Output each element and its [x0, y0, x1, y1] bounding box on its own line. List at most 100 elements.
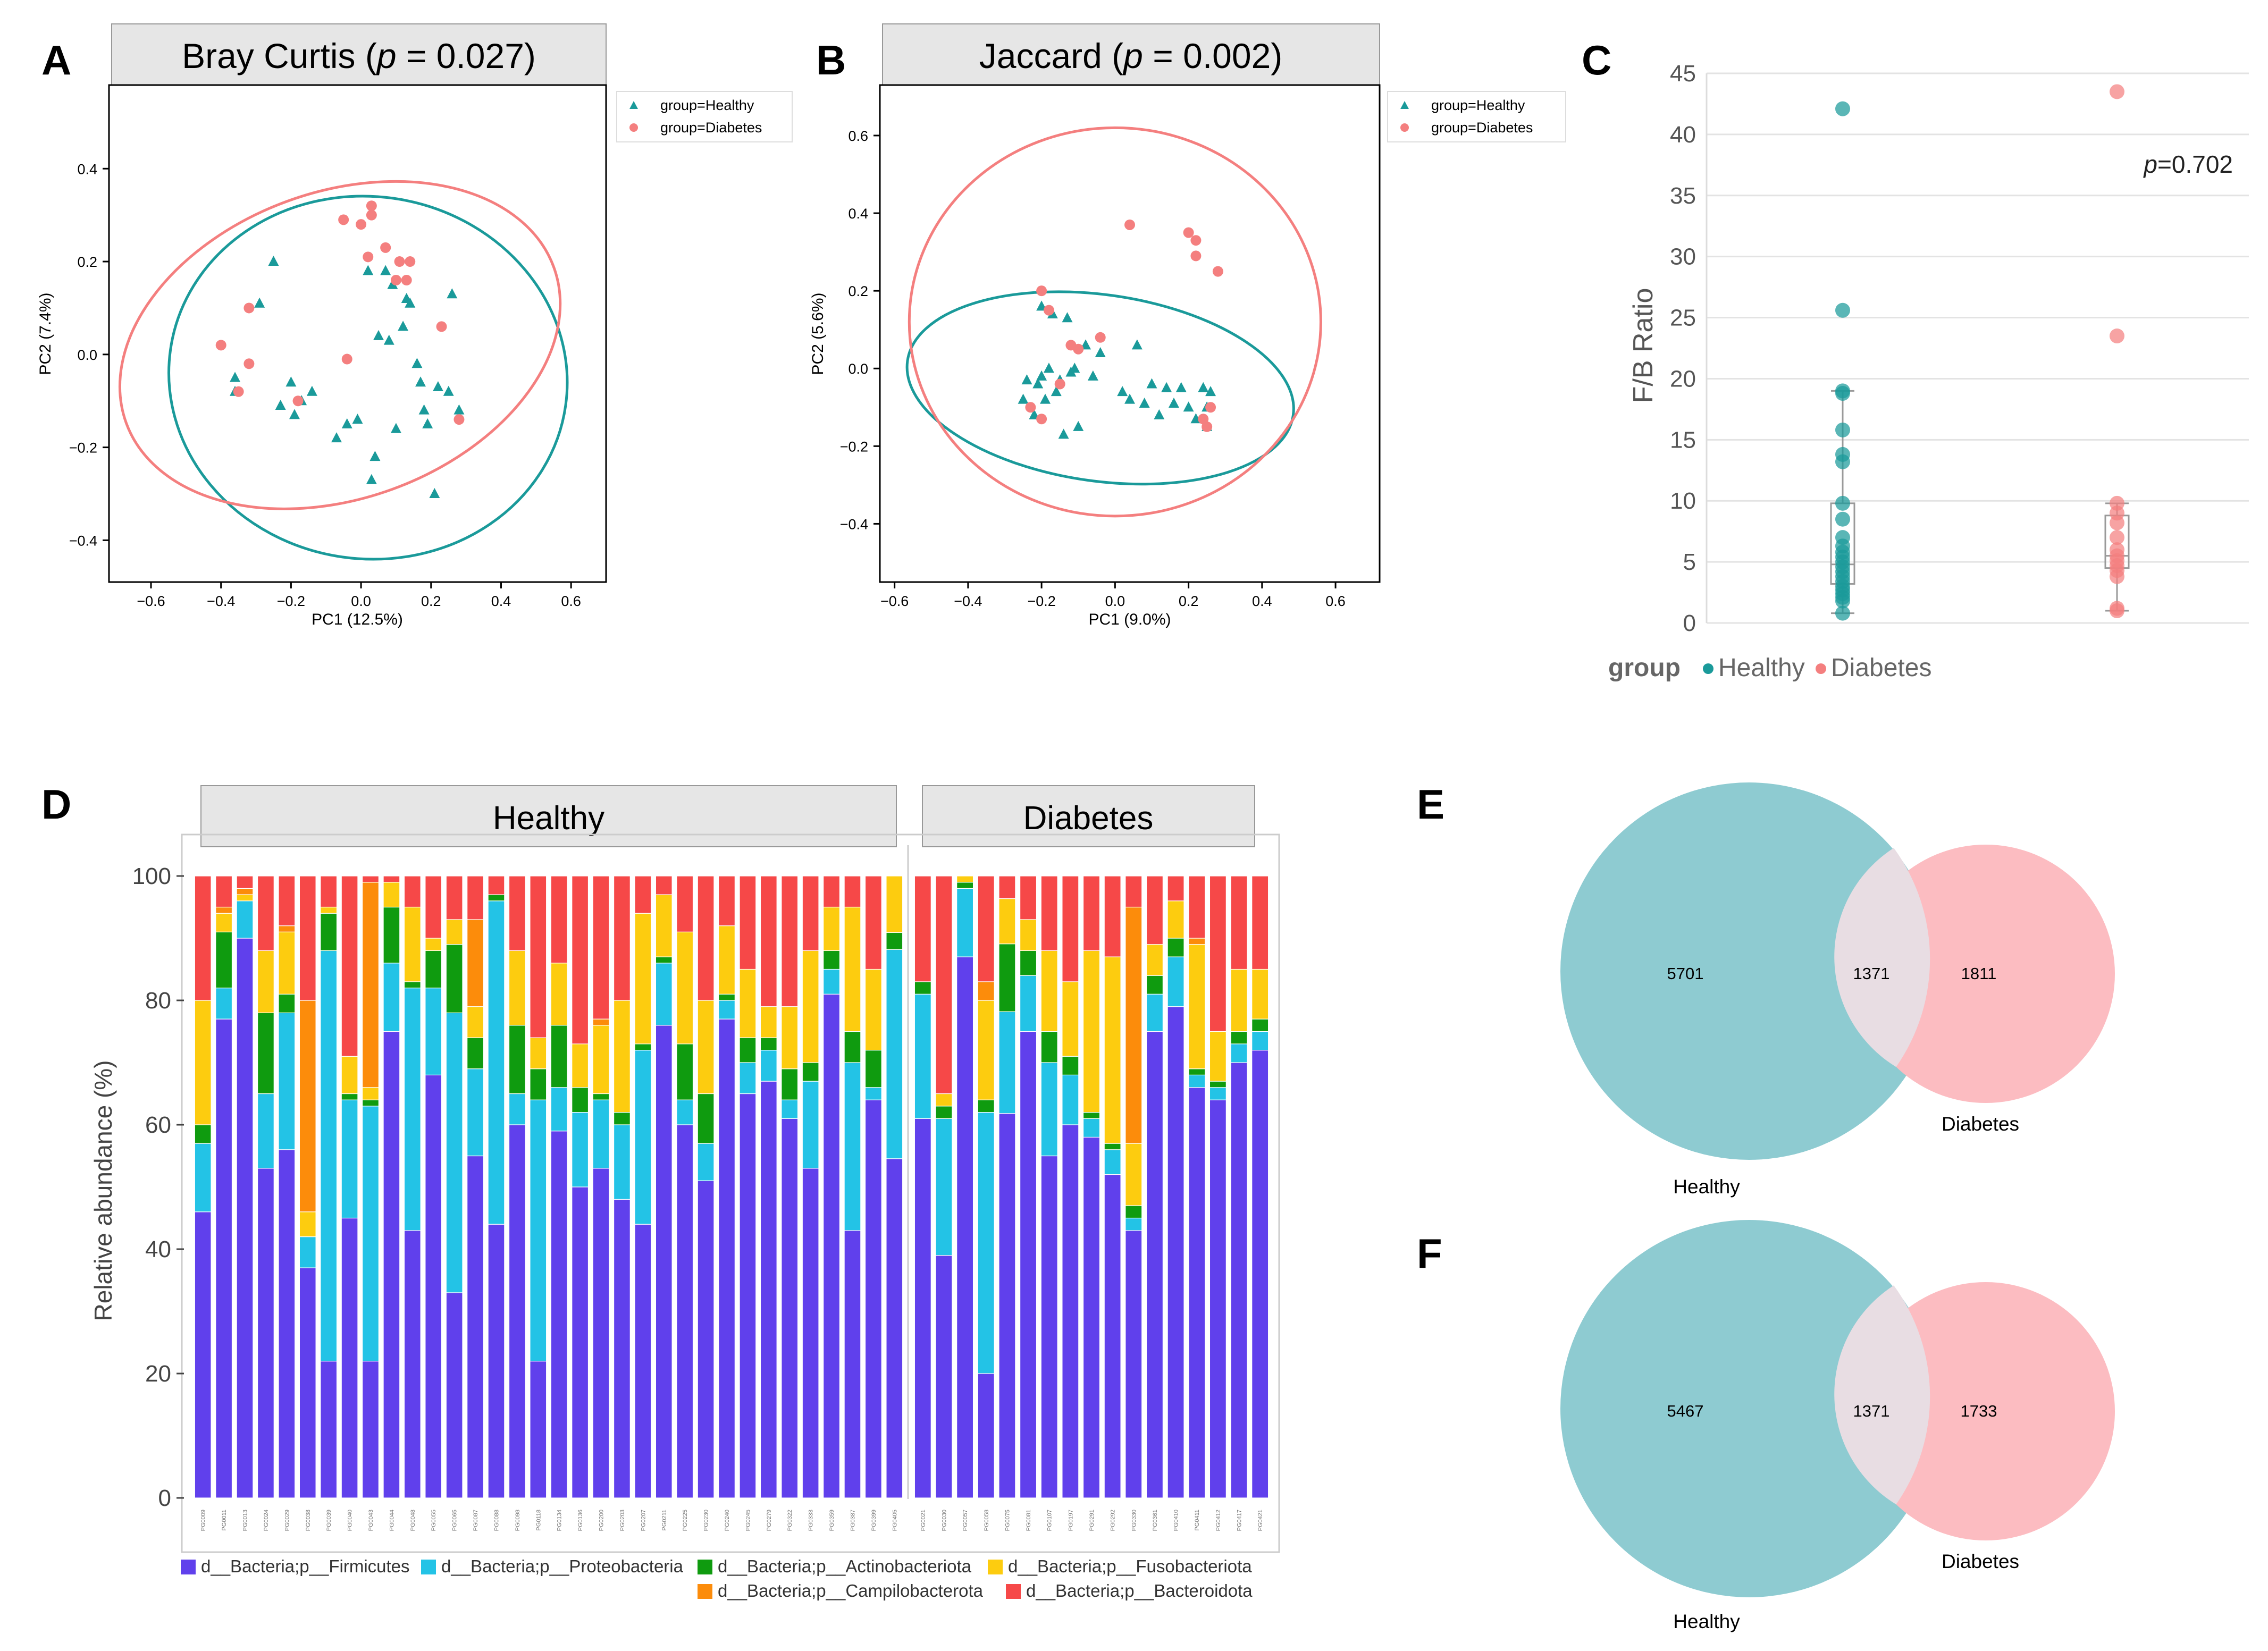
pcoa-a-legend-healthy-marker: [629, 101, 638, 109]
fb-ratio-healthy-point: [1835, 383, 1850, 399]
abundance-bar-bacteroidota: [572, 875, 589, 1044]
abundance-sample-label: PG0136: [577, 1510, 584, 1531]
abundance-bar-proteobacteria: [550, 1087, 568, 1132]
pcoa-b-plot-frame: [879, 84, 1381, 583]
abundance-bar-fusobacteriota: [655, 894, 673, 957]
b-diabetes-point: [1124, 219, 1135, 230]
abundance-bar-fusobacteriota: [864, 968, 882, 1051]
abundance-sample-label: PG0240: [724, 1510, 730, 1531]
pcoa-a-legend-healthy-label: group=Healthy: [660, 97, 754, 113]
abundance-bar-firmicutes: [935, 1255, 953, 1498]
b-healthy-point: [1040, 393, 1051, 404]
a-healthy-point: [443, 385, 454, 396]
abundance-bar-actinobacteriota: [886, 932, 903, 950]
abundance-bar-proteobacteria: [998, 1011, 1016, 1114]
abundance-bar-fusobacteriota: [299, 1211, 316, 1237]
a-healthy-point: [352, 414, 363, 424]
b-y-tick-label: 0.2: [848, 283, 868, 299]
b-diabetes-point: [1054, 378, 1065, 390]
fb-ratio-y-tick-label: 45: [1670, 61, 1696, 87]
abundance-bar-bacteroidota: [383, 875, 400, 883]
abundance-bar-fusobacteriota: [530, 1037, 547, 1069]
abundance-bar-firmicutes: [1062, 1124, 1079, 1498]
b-healthy-point: [1018, 393, 1029, 404]
abundance-bar-bacteroidota: [362, 875, 379, 883]
pcoa-a-legend-box: [616, 91, 793, 142]
fb-ratio-diabetes-point: [2110, 328, 2124, 344]
fb-ratio-y-tick-label: 10: [1670, 488, 1696, 514]
pcoa-jaccard-panel: Jaccard (p = 0.002) −0.6 −0.4 −0.2 0.0 0.2 0.…: [809, 23, 1566, 628]
a-healthy-point: [366, 474, 377, 484]
b-healthy-point: [1154, 409, 1165, 419]
abundance-sample-label: PG0013: [242, 1510, 249, 1531]
abundance-bar-fusobacteriota: [1104, 956, 1121, 1144]
b-y-tick-label: 0.6: [848, 128, 868, 144]
fb-ratio-healthy-point: [1835, 605, 1850, 621]
abundance-bar-fusobacteriota: [760, 1006, 777, 1038]
abundance-bar-firmicutes: [508, 1124, 526, 1498]
a-diabetes-point: [341, 353, 352, 365]
abundance-bar-campilobacterota: [236, 888, 254, 895]
b-healthy-point: [1183, 401, 1194, 412]
b-healthy-point: [1036, 370, 1047, 381]
abundance-bar-proteobacteria: [655, 963, 673, 1026]
abundance-bar-actinobacteriota: [914, 981, 931, 995]
abundance-bar-proteobacteria: [1040, 1062, 1058, 1157]
abundance-bar-bacteroidota: [935, 875, 953, 1094]
abundance-bar-proteobacteria: [215, 987, 233, 1020]
abundance-bar-bacteroidota: [676, 875, 694, 932]
abundance-bar-bacteroidota: [1082, 875, 1101, 951]
abundance-sample-label: PG0024: [263, 1510, 270, 1531]
abundance-bar-firmicutes: [530, 1361, 547, 1498]
abundance-bar-proteobacteria: [467, 1068, 484, 1157]
abundance-bar-bacteroidota: [914, 875, 931, 982]
abundance-bar-firmicutes: [634, 1224, 652, 1498]
a-healthy-point: [432, 381, 443, 391]
abundance-sample-label: PG0087: [473, 1510, 479, 1531]
abundance-bar-bacteroidota: [1230, 875, 1248, 970]
abundance-bar-bacteroidota: [404, 875, 421, 908]
abundance-bar-proteobacteria: [935, 1118, 953, 1256]
abundance-bar-fusobacteriota: [1125, 1143, 1143, 1206]
a-y-tick-label: −0.4: [69, 533, 97, 549]
abundance-bar-actinobacteriota: [215, 931, 233, 989]
abundance-bar-proteobacteria: [1062, 1074, 1079, 1125]
abundance-sample-label: PG0011: [221, 1510, 228, 1531]
abundance-bar-firmicutes: [914, 1118, 931, 1498]
abundance-sample-label: PG0021: [920, 1510, 927, 1531]
a-diabetes-point: [338, 214, 349, 225]
abundance-bar-bacteroidota: [320, 875, 338, 908]
abundance-bar-actinobacteriota: [404, 981, 421, 989]
a-healthy-point: [422, 418, 433, 428]
abundance-bar-firmicutes: [572, 1186, 589, 1498]
abundance-sample-label: PG0107: [1047, 1510, 1053, 1531]
abundance-bar-actinobacteriota: [697, 1093, 715, 1144]
abundance-bar-actinobacteriota: [572, 1087, 589, 1113]
abundance-bar-proteobacteria: [425, 987, 442, 1075]
abundance-bar-proteobacteria: [194, 1143, 212, 1212]
venn-e-healthy-count: 5701: [1667, 964, 1704, 983]
abundance-bar-firmicutes: [697, 1180, 715, 1498]
a-healthy-point: [331, 432, 342, 443]
abundance-bar-campilobacterota: [977, 981, 995, 1001]
abundance-bar-proteobacteria: [634, 1049, 652, 1225]
a-diabetes-ellipse: [118, 180, 562, 510]
a-healthy-point: [275, 399, 286, 410]
abundance-bar-proteobacteria: [676, 1099, 694, 1125]
abundance-bar-firmicutes: [998, 1113, 1016, 1498]
abundance-sample-label: PG0118: [535, 1510, 542, 1531]
b-diabetes-point: [1205, 402, 1216, 413]
abundance-bar-proteobacteria: [572, 1112, 589, 1187]
abundance-bar-fusobacteriota: [697, 1000, 715, 1094]
abundance-bar-firmicutes: [844, 1230, 861, 1498]
fb-ratio-y-tick-label: 15: [1670, 427, 1696, 453]
fb-ratio-healthy-point: [1835, 422, 1850, 437]
a-healthy-point: [289, 409, 300, 419]
b-diabetes-point: [1202, 421, 1213, 432]
b-x-tick-label: −0.4: [954, 593, 982, 609]
abundance-legend-label-fusobacteriota: d__Bacteria;p__Fusobacteriota: [1008, 1556, 1252, 1576]
fb-ratio-healthy-point: [1835, 101, 1850, 116]
abundance-sample-label: PG0411: [1194, 1510, 1200, 1531]
fb-ratio-healthy-point: [1835, 447, 1850, 462]
abundance-sample-label: PG0081: [1026, 1510, 1032, 1531]
